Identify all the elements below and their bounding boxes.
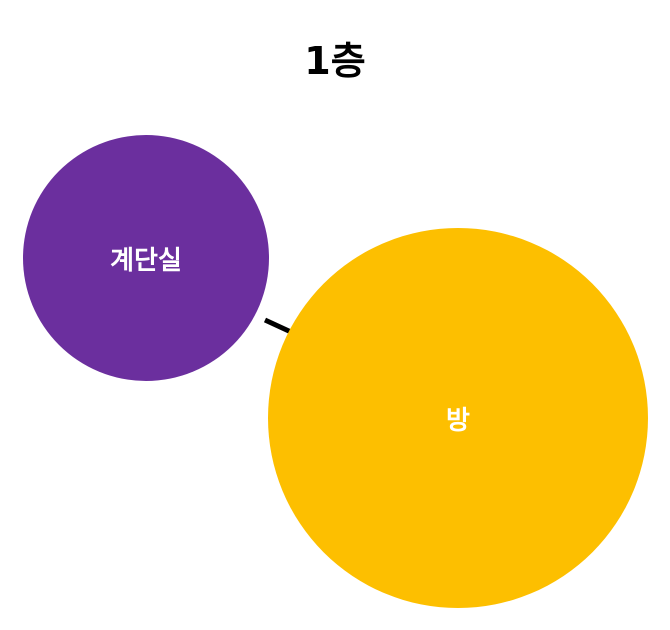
- diagram-title: 1층: [304, 39, 366, 83]
- node-stairwell-circle: [23, 135, 269, 381]
- edge-stairwell-room: [263, 317, 293, 335]
- node-room-label: 방: [446, 406, 470, 436]
- node-stairwell[interactable]: 계단실: [23, 135, 269, 381]
- node-stairwell-label: 계단실: [110, 246, 182, 276]
- node-room-circle: [268, 228, 648, 608]
- node-room[interactable]: 방: [268, 228, 648, 608]
